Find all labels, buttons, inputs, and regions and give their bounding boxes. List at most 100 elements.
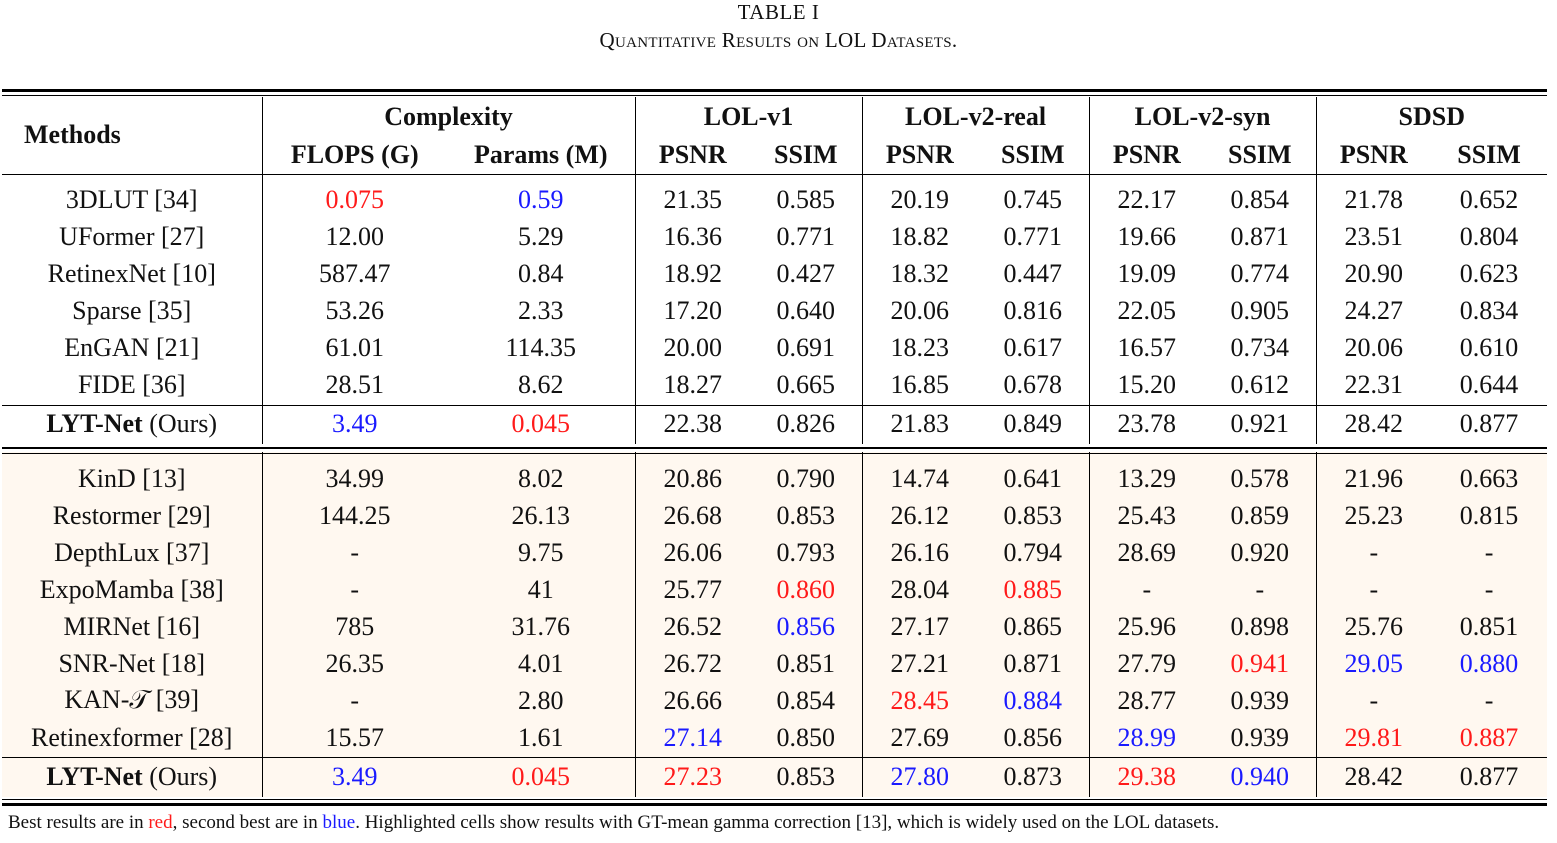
method-name: Sparse [35] [72, 295, 192, 325]
value-cell: 16.36 [634, 218, 751, 255]
value-cell: 0.59 [518, 184, 564, 214]
value-cell: 0.771 [1003, 221, 1063, 251]
value-cell: 26.52 [634, 608, 751, 645]
value-cell: 18.32 [861, 255, 978, 292]
value-cell: 0.447 [1003, 258, 1063, 288]
value-cell: 25.77 [634, 571, 751, 608]
value-cell: 0.880 [1431, 645, 1548, 682]
header-complexity: Complexity [384, 102, 513, 131]
footnote-text: Best results are in [8, 812, 149, 833]
value-cell: 0.578 [1204, 452, 1317, 497]
value-cell: 0.790 [750, 452, 863, 497]
value-cell: 0.84 [518, 258, 564, 288]
value-cell: 28.45 [861, 682, 978, 719]
header-params: Params (M) [473, 140, 608, 169]
value-cell: 0.920 [1204, 534, 1317, 571]
header-ssim: SSIM [773, 140, 838, 169]
value-cell: 25.76 [1315, 608, 1432, 645]
header-psnr: PSNR [861, 137, 978, 173]
method-name: EnGAN [21] [64, 332, 200, 362]
method-suffix: (Ours) [149, 761, 218, 791]
value-cell: 22.31 [1315, 366, 1432, 403]
value-cell: 21.83 [861, 403, 978, 444]
table-row: Restormer [29] 144.25 26.13 26.68 0.853 26.12… [2, 497, 1548, 534]
method-name: 3DLUT [34] [65, 184, 198, 214]
value-cell: 0.045 [511, 408, 571, 438]
table-row: KinD [13] 34.99 8.02 20.86 0.790 14.74 0.641 13… [2, 452, 1548, 497]
value-cell: 27.14 [634, 719, 751, 756]
table-row: ExpoMamba [38] -41 25.77 0.860 28.04 0.885- - -… [2, 571, 1548, 608]
value-cell: 13.29 [1088, 452, 1205, 497]
table-row: FIDE [36] 28.51 8.62 18.27 0.665 16.85 0.678 15… [2, 366, 1547, 403]
header-psnr: PSNR [1315, 137, 1432, 173]
value-cell: 34.99 [261, 452, 447, 497]
value-cell: 0.851 [750, 645, 863, 682]
value-cell: 0.873 [977, 756, 1090, 797]
value-cell: 0.849 [1003, 408, 1063, 438]
value-cell: 0.850 [750, 719, 863, 756]
value-cell: 0.663 [1431, 452, 1548, 497]
header-dataset-lolv2-real: LOL-v2-real [861, 97, 1090, 137]
value-cell: 28.77 [1088, 682, 1205, 719]
method-name: RetinexNet [10] [47, 258, 216, 288]
value-cell: 0.826 [776, 408, 836, 438]
value-cell: 41 [447, 571, 636, 608]
table-row: KAN-𝒯 [39] -2.80 26.66 0.854 28.45 0.884 28.77… [2, 682, 1548, 719]
value-cell: 144.25 [261, 497, 447, 534]
value-cell: - [1431, 682, 1548, 719]
value-cell: 0.859 [1204, 497, 1317, 534]
table-row: SNR-Net [18] 26.35 4.01 26.72 0.851 27.21 0.87… [2, 645, 1548, 682]
bottom-rule-2 [2, 803, 1547, 806]
value-cell: 15.57 [261, 719, 447, 756]
value-cell: 22.05 [1088, 292, 1205, 329]
value-cell: 0.771 [776, 221, 836, 251]
value-cell: 0.774 [1230, 258, 1290, 288]
table-row: Retinexformer [28] 15.57 1.61 27.14 0.850 27.… [2, 719, 1548, 756]
value-cell: 28.42 [1315, 756, 1432, 797]
method-name: UFormer [27] [59, 221, 205, 251]
top-rule-2 [2, 95, 1547, 96]
footnote: Best results are in red, second best are… [8, 812, 1219, 834]
value-cell: 785 [261, 608, 447, 645]
value-cell: 1.61 [447, 719, 636, 756]
value-cell: 19.09 [1088, 255, 1205, 292]
value-cell: 26.16 [861, 534, 978, 571]
value-cell: 4.01 [447, 645, 636, 682]
value-cell: 0.941 [1204, 645, 1317, 682]
method-suffix: (Ours) [149, 408, 218, 438]
value-cell: 0.427 [776, 258, 836, 288]
value-cell: 20.00 [634, 329, 751, 366]
value-cell: 0.804 [1459, 221, 1519, 251]
value-cell: 26.12 [861, 497, 978, 534]
value-cell: 0.641 [977, 452, 1090, 497]
value-cell: 0.678 [1003, 369, 1063, 399]
table-title: Quantitative Results on LOL Datasets. [599, 28, 958, 52]
value-cell: 17.20 [634, 292, 751, 329]
method-name: Restormer [29] [2, 497, 262, 534]
value-cell: 3.49 [261, 403, 447, 444]
value-cell: 0.612 [1230, 369, 1290, 399]
value-cell: 24.27 [1315, 292, 1432, 329]
value-cell: 0.851 [1431, 608, 1548, 645]
value-cell: 8.62 [518, 369, 564, 399]
value-cell: - [261, 682, 447, 719]
value-cell: 0.856 [977, 719, 1090, 756]
value-cell: 12.00 [261, 218, 447, 255]
value-cell: 0.860 [750, 571, 863, 608]
value-cell: 0.853 [977, 497, 1090, 534]
value-cell: 0.854 [750, 682, 863, 719]
value-cell: 21.78 [1315, 173, 1432, 218]
value-cell: 23.78 [1088, 403, 1205, 444]
table-row: MIRNet [16] 785 31.76 26.52 0.856 27.17 0.865 2… [2, 608, 1548, 645]
value-cell: 0.856 [750, 608, 863, 645]
value-cell: 27.69 [861, 719, 978, 756]
header-psnr: PSNR [1088, 137, 1205, 173]
value-cell: 61.01 [261, 329, 447, 366]
method-ours: LYT-Net (Ours) [2, 403, 262, 444]
results-table: Methods Complexity LOL-v1 LOL-v2-real LO… [2, 97, 1548, 797]
value-cell: 0.884 [977, 682, 1090, 719]
value-cell: 2.80 [447, 682, 636, 719]
value-cell: 27.80 [861, 756, 978, 797]
value-cell: 18.82 [861, 218, 978, 255]
method-name: ExpoMamba [38] [2, 571, 262, 608]
